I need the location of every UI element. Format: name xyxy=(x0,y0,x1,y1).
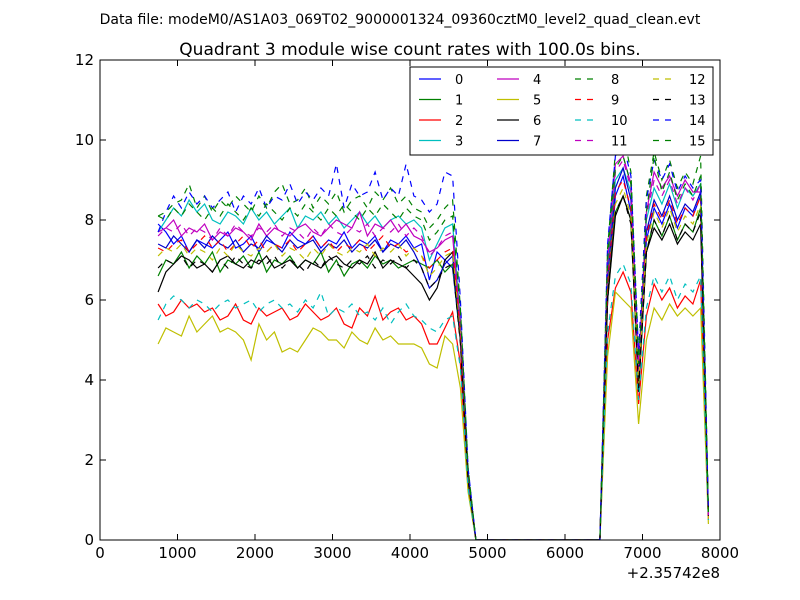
legend-label-13: 13 xyxy=(689,94,706,109)
legend-label-15: 15 xyxy=(689,135,706,150)
x-tick-label: 7000 xyxy=(623,544,661,562)
y-tick-label: 8 xyxy=(84,211,94,229)
series-line-11 xyxy=(157,158,709,540)
x-tick-label: 1000 xyxy=(158,544,196,562)
legend-label-4: 4 xyxy=(533,73,541,88)
x-tick-label: 3000 xyxy=(313,544,351,562)
series-line-2 xyxy=(157,270,709,540)
series-layer xyxy=(157,129,709,540)
x-tick-label: 6000 xyxy=(546,544,584,562)
x-tick-label: 0 xyxy=(95,544,105,562)
y-tick-label: 10 xyxy=(75,131,94,149)
legend-label-6: 6 xyxy=(533,114,541,129)
legend-label-9: 9 xyxy=(611,94,619,109)
series-line-12 xyxy=(157,186,709,540)
y-tick-label: 2 xyxy=(84,451,94,469)
y-tick-label: 0 xyxy=(84,531,94,549)
series-line-10 xyxy=(157,262,709,540)
series-line-15 xyxy=(157,154,709,540)
legend-label-1: 1 xyxy=(455,94,463,109)
legend-label-3: 3 xyxy=(455,135,463,150)
chart-title: Quadrant 3 module wise count rates with … xyxy=(179,40,640,60)
x-offset-label: +2.35742e8 xyxy=(627,564,720,582)
series-line-1 xyxy=(157,194,709,540)
y-tick-label: 4 xyxy=(84,371,94,389)
series-line-5 xyxy=(157,290,709,540)
series-line-4 xyxy=(157,154,709,540)
legend-label-0: 0 xyxy=(455,73,463,88)
legend-label-14: 14 xyxy=(689,114,706,129)
legend-label-8: 8 xyxy=(611,73,619,88)
legend-box xyxy=(409,66,714,156)
legend-label-11: 11 xyxy=(611,135,628,150)
series-line-0 xyxy=(157,173,709,540)
x-tick-label: 2000 xyxy=(236,544,274,562)
series-line-14 xyxy=(157,142,709,540)
legend-label-5: 5 xyxy=(533,94,541,109)
x-tick-label: 8000 xyxy=(701,544,739,562)
suptitle: Data file: modeM0/AS1A03_069T02_90000013… xyxy=(100,12,701,28)
legend-label-7: 7 xyxy=(533,135,541,150)
y-tick-label: 12 xyxy=(75,51,94,69)
series-line-13 xyxy=(157,194,709,540)
ticks-layer: 0 1000 2000 3000 4000 5000 6000 7000 80000246810… xyxy=(75,51,739,562)
legend-label-10: 10 xyxy=(611,114,628,129)
y-tick-label: 6 xyxy=(84,291,94,309)
x-tick-label: 5000 xyxy=(468,544,506,562)
x-tick-label: 4000 xyxy=(391,544,429,562)
legend-label-12: 12 xyxy=(689,73,706,88)
legend-label-2: 2 xyxy=(455,114,463,129)
series-line-6 xyxy=(157,194,709,540)
